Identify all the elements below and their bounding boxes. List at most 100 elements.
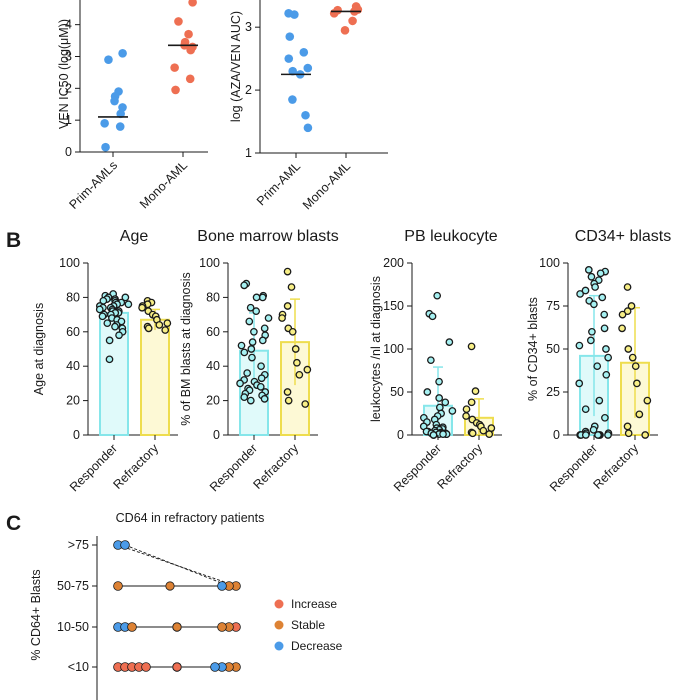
chart-b3-y-tick-label: 50 <box>390 385 404 399</box>
chart-b1-data-point <box>95 305 104 314</box>
chart-b2-data-point <box>301 400 310 408</box>
chart-b2-data-point <box>260 324 269 333</box>
chart-c-after-point <box>210 662 220 672</box>
chart-a1-data-point <box>110 96 119 106</box>
chart-c-before-point <box>127 622 137 632</box>
chart-b4-data-point <box>641 431 650 439</box>
chart-a2-y-tick-label: 2 <box>245 83 252 97</box>
chart-b2-y-tick-label: 0 <box>213 428 220 442</box>
chart-b4-data-point <box>623 422 632 431</box>
chart-a1-data-point <box>170 63 179 72</box>
chart-c-y-tick-label: 10-50 <box>57 620 89 634</box>
chart-b4-data-point <box>586 336 595 345</box>
chart-b3-data-point <box>435 394 444 402</box>
chart-b2-data-point <box>248 353 256 362</box>
chart-a1-data-point <box>184 29 193 39</box>
chart-b1-bar <box>140 318 170 437</box>
chart-b4-data-point <box>588 327 596 336</box>
chart-c-y-tick-label: >75 <box>68 538 89 552</box>
chart-b4-data-point <box>589 425 598 434</box>
chart-b4-data-point <box>624 429 633 438</box>
chart-a1-data-point <box>188 0 197 7</box>
chart-b2-data-point <box>248 338 257 346</box>
chart-b2-data-point <box>252 293 261 302</box>
chart-b1-data-point <box>98 312 107 321</box>
chart-b1-data-point <box>121 293 130 302</box>
chart-b1-x-category-label: Refractory <box>110 441 161 492</box>
chart-b3-y-axis-title: leukocytes /nl at diagnosis <box>369 276 383 422</box>
chart-b2-data-point <box>245 317 254 326</box>
chart-b1-data-point <box>103 319 112 328</box>
chart-a1-data-point <box>101 142 110 152</box>
chart-b1-y-tick-label: 20 <box>66 394 80 408</box>
chart-c-y-axis-title: % CD64+ Blasts <box>29 569 43 660</box>
chart-b3-data-point <box>467 398 476 407</box>
chart-b2-y-tick-label: 20 <box>206 394 220 408</box>
chart-a1-y-axis-title: VEN IC50 (log(μM)) <box>57 19 71 129</box>
chart-a1-y-tick-label: 1 <box>65 113 72 127</box>
chart-b4-data-point <box>594 431 602 439</box>
chart-b4-data-point <box>581 431 590 439</box>
chart-b4-data-point <box>590 300 598 309</box>
chart-a2-data-point <box>340 26 350 35</box>
chart-b4-data-point <box>623 283 632 291</box>
chart-c-after-point <box>217 622 227 632</box>
chart-b1-title: Age <box>120 228 149 245</box>
chart-c-legend-marker <box>274 599 284 609</box>
chart-b1-data-point <box>144 324 153 333</box>
chart-b1-data-point <box>105 355 114 364</box>
chart-b4-y-axis-title: % of CD34+ blasts <box>526 297 540 401</box>
chart-a2-x-category-label: Mono-AML <box>300 159 353 212</box>
chart-c-y-tick-label: 50-75 <box>57 579 89 593</box>
chart-b4-data-point <box>576 290 584 298</box>
chart-b4-x-category-label: Refractory <box>590 441 641 492</box>
chart-b4-data-point <box>633 379 641 388</box>
chart-b3-x-category-label: Responder <box>391 441 444 494</box>
chart-b2-y-tick-label: 60 <box>206 325 220 339</box>
chart-b1-y-tick-label: 0 <box>73 428 80 442</box>
chart-b2-data-point <box>278 314 286 322</box>
chart-b2-y-tick-label: 100 <box>199 256 220 270</box>
chart-b3-data-point <box>445 338 454 346</box>
chart-c-title: CD64 in refractory patients <box>116 511 265 525</box>
chart-a2-y-axis-title: log (AZA/VEN AUC) <box>229 11 243 122</box>
chart-c-legend-marker <box>274 620 284 630</box>
chart-c-legend-label: Increase <box>291 597 337 611</box>
chart-b2-data-point <box>246 396 255 405</box>
chart-b2-data-point <box>247 345 256 353</box>
chart-b3-data-point <box>427 356 435 365</box>
chart-b2-title: Bone marrow blasts <box>197 228 338 245</box>
chart-b3-data-point <box>435 403 444 412</box>
chart-b4-title: CD34+ blasts <box>575 228 672 245</box>
panel-letter-c: C <box>6 512 21 535</box>
chart-a1-data-point <box>174 17 183 26</box>
chart-a2-x-category-label: Prim-AML <box>254 159 303 208</box>
chart-b3-data-point <box>439 430 447 438</box>
chart-a1-data-point <box>171 85 180 95</box>
chart-a2-y-tick-label: 3 <box>245 20 252 34</box>
chart-a2-data-point <box>288 95 297 104</box>
chart-a1-y-tick-label: 3 <box>65 49 72 63</box>
chart-b3-data-point <box>429 431 438 439</box>
chart-b4-data-point <box>581 286 590 295</box>
chart-b4-data-point <box>593 362 602 371</box>
chart-b3-y-tick-label: 0 <box>397 428 404 442</box>
chart-b2-data-point <box>283 267 292 276</box>
chart-b3-x-category-label: Refractory <box>434 441 485 492</box>
chart-a1-data-point <box>185 74 195 84</box>
chart-c-midpoint <box>165 581 175 591</box>
chart-a2-data-point <box>329 9 339 18</box>
chart-a2-data-point <box>285 32 295 41</box>
chart-b3-data-point <box>462 412 470 420</box>
chart-a1-data-point <box>186 45 195 55</box>
chart-b2-data-point <box>250 327 258 336</box>
chart-b4-data-point <box>635 410 644 419</box>
chart-c-midpoint <box>172 662 182 672</box>
chart-b4-data-point <box>575 379 584 388</box>
chart-b3-data-point <box>448 407 457 415</box>
chart-a1-y-tick-label: 4 <box>65 18 72 32</box>
chart-b4-data-point <box>628 353 637 362</box>
chart-c-legend-marker <box>274 641 284 651</box>
chart-b1-x-category-label: Responder <box>67 441 120 494</box>
